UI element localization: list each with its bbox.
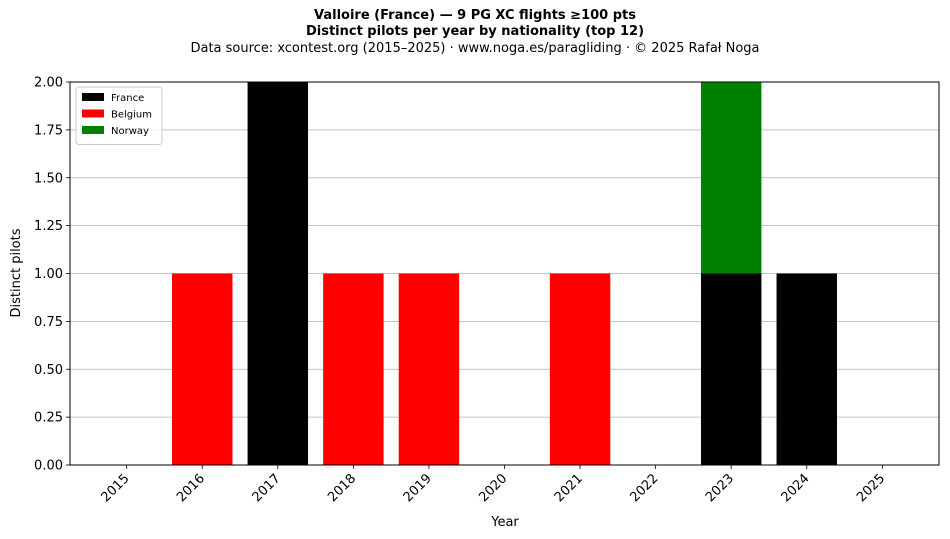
y-axis-title: Distinct pilots [9, 228, 24, 317]
bars [172, 82, 837, 465]
y-tick-label: 1.50 [34, 171, 63, 186]
y-tick-label: 0.00 [34, 459, 63, 474]
bar-france-2023 [700, 273, 762, 465]
x-tick-label: 2024 [779, 471, 813, 505]
legend-label-france: France [111, 93, 144, 104]
y-tick-label: 1.00 [34, 267, 63, 282]
x-tick-label: 2022 [627, 471, 661, 505]
chart-subtitle: Distinct pilots per year by nationality … [305, 24, 645, 39]
x-tick-label: 2018 [325, 471, 359, 505]
chart-title: Valloire (France) — 9 PG XC flights ≥100… [314, 8, 636, 23]
bar-norway-2023 [700, 82, 762, 274]
x-axis-title: Year [490, 515, 519, 530]
bar-belgium-2021 [549, 273, 611, 465]
bar-france-2024 [776, 273, 837, 465]
bar-belgium-2019 [398, 273, 460, 465]
x-tick-label: 2021 [552, 471, 586, 505]
y-tick-label: 0.50 [34, 363, 63, 378]
legend-label-norway: Norway [111, 126, 149, 137]
y-tick-label: 0.25 [34, 411, 63, 426]
bar-france-2017 [247, 82, 309, 465]
x-tick-label: 2020 [476, 471, 510, 505]
legend-swatch-belgium [82, 109, 104, 118]
bar-belgium-2018 [323, 273, 384, 465]
x-tick-label: 2016 [174, 471, 208, 505]
x-tick-label: 2015 [98, 471, 132, 505]
x-tick-label: 2017 [250, 471, 284, 505]
y-tick-label: 2.00 [34, 76, 63, 91]
x-ticks: 2015 2016 2017 2018 2019 2020 2021 2022 2023 2024… [98, 465, 888, 505]
legend-swatch-france [82, 93, 104, 101]
legend-label-belgium: Belgium [111, 110, 152, 121]
x-tick-label: 2019 [401, 471, 435, 505]
y-ticks: 0.00 0.25 0.50 0.75 1.00 1.25 1.50 1.75 2.00 [34, 76, 70, 474]
chart-source: Data source: xcontest.org (2015–2025) · … [190, 41, 760, 56]
y-tick-label: 1.25 [34, 219, 63, 234]
legend-swatch-norway [82, 126, 104, 134]
x-tick-label: 2025 [854, 471, 888, 505]
bar-belgium-2016 [172, 273, 233, 465]
y-tick-label: 0.75 [34, 315, 63, 330]
legend: France Belgium Norway [75, 86, 163, 145]
y-tick-label: 1.75 [34, 123, 63, 138]
chart-titles: Valloire (France) — 9 PG XC flights ≥100… [0, 8, 950, 57]
x-tick-label: 2023 [703, 471, 737, 505]
